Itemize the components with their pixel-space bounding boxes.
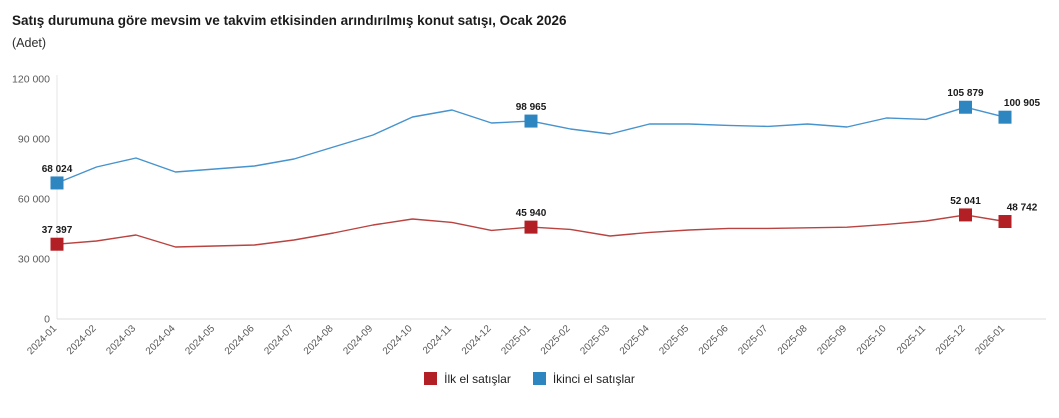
x-tick-label: 2024-01 [25,323,59,357]
data-point-marker [50,237,64,251]
chart-area: 0 30 000 60 000 90 000 120 000 2024-01 2024-02… [0,50,1059,380]
data-point-label: 37 397 [42,225,73,236]
x-tick-label: 2024-07 [262,323,296,357]
x-tick-label: 2024-03 [104,323,138,357]
x-tick-label: 2025-08 [776,323,810,357]
data-point-marker [959,208,972,222]
y-tick-label: 0 [44,313,50,325]
data-point-marker [524,114,538,128]
x-tick-label: 2025-11 [895,323,929,357]
data-point-label: 48 742 [1007,202,1038,213]
legend-swatch-icon [532,372,546,386]
data-point-marker [998,214,1012,228]
chart-unit-label: (Adet) [12,35,47,50]
legend-label: İkinci el satışlar [552,371,635,386]
x-tick-label: 2025-02 [539,323,573,357]
line-chart-svg: 0 30 000 60 000 90 000 120 000 2024-01 2024-02… [12,73,1046,357]
data-point-marker [998,110,1012,124]
x-tick-label: 2024-02 [65,323,99,357]
legend-item-1: İkinci el satışlar [532,371,635,386]
x-tick-label: 2024-06 [223,323,257,357]
legend-item-0: İlk el satışlar [424,372,511,386]
chart-title: Satış durumuna göre mevsim ve takvim etk… [12,13,567,28]
y-tick-label: 120 000 [12,73,50,85]
chart-header: Satış durumuna göre mevsim ve takvim etk… [0,0,1059,50]
x-tick-label: 2024-09 [341,323,375,357]
data-point-label: 105 879 [947,88,984,99]
chart-legend: İlk el satışlar İkinci el satışlar [0,372,1059,386]
x-tick-label: 2024-10 [381,323,415,357]
x-tick-label: 2025-05 [657,323,691,357]
x-tick-label: 2024-08 [302,323,336,357]
data-point-label: 68 024 [42,164,73,175]
y-tick-label: 60 000 [18,193,50,205]
data-point-marker [50,176,64,190]
data-point-label: 98 965 [516,102,547,113]
x-tick-label: 2025-03 [578,323,612,357]
data-point-marker [959,100,972,114]
x-tick-label: 2024-12 [460,323,494,357]
x-tick-label: 2024-05 [183,323,217,357]
legend-swatch-icon [424,372,438,386]
y-tick-label: 30 000 [18,253,50,265]
x-tick-label: 2025-10 [855,323,889,357]
x-tick-label: 2025-04 [618,323,652,357]
x-tick-label: 2026-01 [973,323,1007,357]
x-tick-label: 2025-07 [736,323,770,357]
x-tick-label: 2025-06 [697,323,731,357]
x-tick-label: 2025-01 [499,323,533,357]
x-tick-label: 2024-04 [144,323,178,357]
x-tick-label: 2024-11 [421,323,455,357]
data-point-label: 100 905 [1004,98,1041,109]
legend-label: İlk el satışlar [444,371,511,386]
data-point-label: 45 940 [516,208,547,219]
x-tick-label: 2025-09 [815,323,849,357]
x-tick-label: 2025-12 [934,323,968,357]
data-point-marker [524,220,538,234]
data-point-label: 52 041 [950,196,981,207]
y-tick-label: 90 000 [18,133,50,145]
